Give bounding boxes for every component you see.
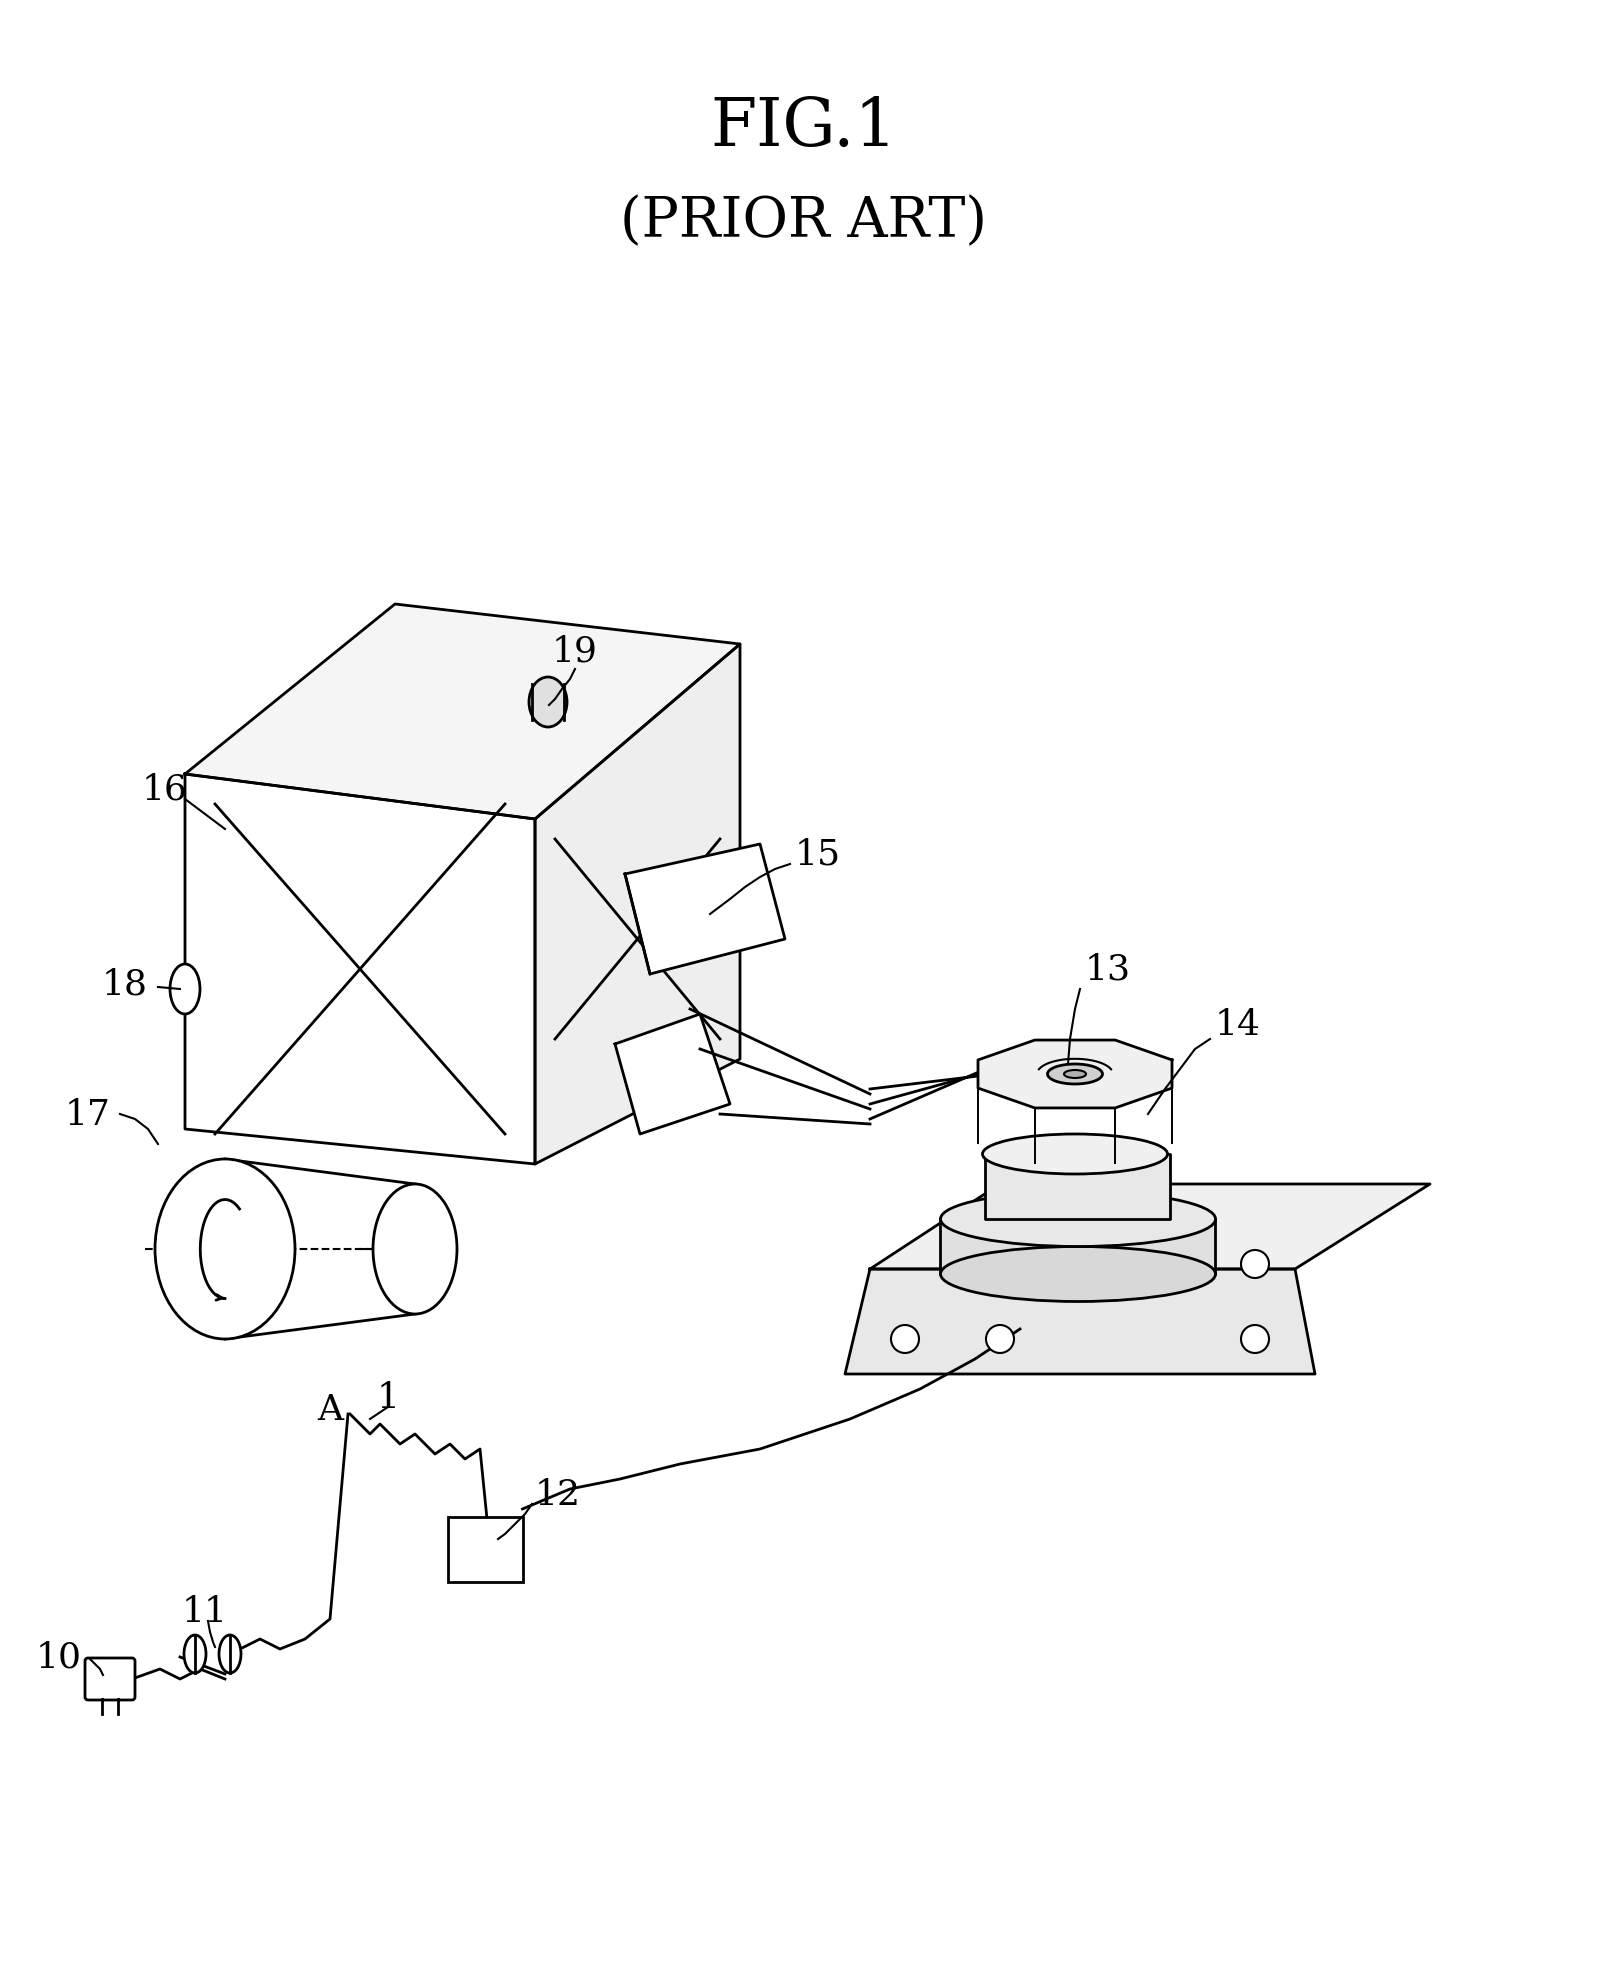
Polygon shape	[536, 645, 740, 1164]
Ellipse shape	[941, 1247, 1215, 1302]
Ellipse shape	[941, 1192, 1215, 1247]
Circle shape	[1241, 1251, 1270, 1279]
Polygon shape	[870, 1184, 1430, 1269]
Text: 12: 12	[536, 1478, 581, 1511]
FancyBboxPatch shape	[85, 1657, 135, 1701]
Polygon shape	[185, 775, 536, 1164]
Text: 10: 10	[35, 1640, 82, 1675]
Text: FIG.1: FIG.1	[711, 95, 898, 160]
Ellipse shape	[154, 1160, 294, 1340]
Ellipse shape	[983, 1134, 1168, 1174]
Polygon shape	[978, 1040, 1171, 1109]
Ellipse shape	[171, 965, 200, 1014]
Ellipse shape	[529, 677, 566, 728]
Text: 13: 13	[1084, 953, 1131, 986]
Ellipse shape	[1047, 1065, 1102, 1085]
Text: (PRIOR ART): (PRIOR ART)	[621, 195, 988, 251]
Text: 16: 16	[142, 773, 188, 807]
Text: A: A	[317, 1393, 343, 1426]
Circle shape	[891, 1326, 919, 1353]
Ellipse shape	[219, 1636, 241, 1673]
Text: 19: 19	[552, 635, 599, 669]
Polygon shape	[615, 1014, 730, 1134]
Text: 1: 1	[377, 1381, 399, 1415]
Polygon shape	[845, 1269, 1315, 1375]
Text: 11: 11	[182, 1594, 228, 1628]
Polygon shape	[185, 604, 740, 819]
Polygon shape	[624, 844, 785, 975]
Polygon shape	[985, 1154, 1170, 1219]
Bar	[447, 1517, 523, 1582]
Ellipse shape	[1064, 1071, 1086, 1079]
Circle shape	[1241, 1326, 1270, 1353]
Circle shape	[986, 1326, 1014, 1353]
Text: 18: 18	[101, 967, 148, 1002]
Text: 17: 17	[64, 1097, 109, 1131]
Text: 14: 14	[1215, 1008, 1261, 1042]
Polygon shape	[940, 1219, 1215, 1275]
Ellipse shape	[183, 1636, 206, 1673]
Polygon shape	[225, 1160, 415, 1340]
Ellipse shape	[373, 1184, 457, 1314]
Text: 15: 15	[795, 839, 842, 872]
